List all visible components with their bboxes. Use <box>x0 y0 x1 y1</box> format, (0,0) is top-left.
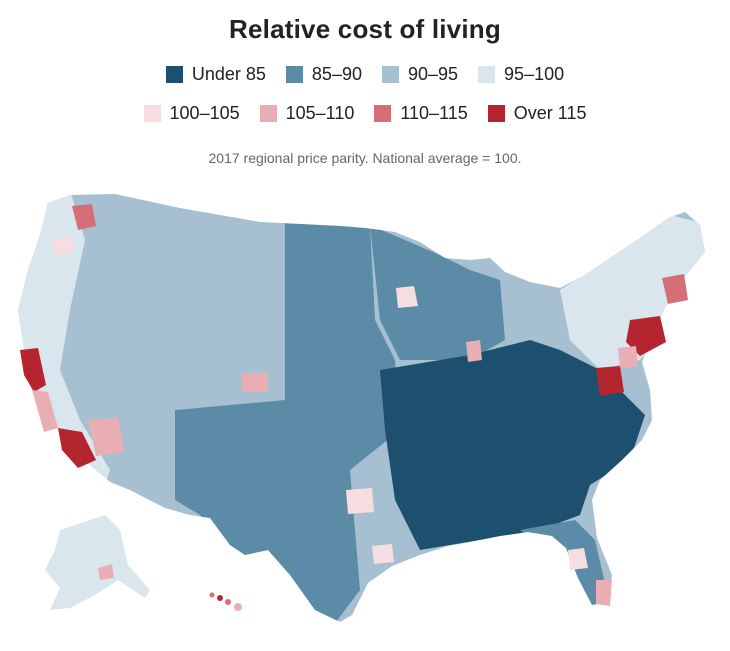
metro-chicago <box>466 340 482 362</box>
map-subtitle: 2017 regional price parity. National ave… <box>208 150 522 166</box>
legend-swatch-under-85 <box>165 66 183 83</box>
legend-label: 95–100 <box>504 64 565 84</box>
metro-sf-bay <box>20 348 46 392</box>
region-northeast <box>560 215 705 370</box>
hawaii-island-3 <box>225 599 231 605</box>
legend-item-over-115: Over 115 <box>487 103 587 124</box>
metro-denver <box>242 373 268 392</box>
hawaii-island-4 <box>234 603 242 611</box>
metro-los-angeles <box>58 428 96 468</box>
legend-item-110-115: 110–115 <box>374 103 468 124</box>
metro-minneapolis <box>396 286 418 308</box>
metro-washington-dc <box>596 366 624 396</box>
hawaii <box>209 592 242 611</box>
metro-las-vegas <box>88 418 124 456</box>
legend-label: 90–95 <box>407 64 459 84</box>
legend-item-85-90: 85–90 <box>285 64 362 85</box>
high-cost-metros <box>20 204 688 606</box>
legend-swatch-110-115 <box>374 105 392 122</box>
legend-label: 105–110 <box>285 103 355 123</box>
legend-label: 100–105 <box>169 103 240 123</box>
legend-swatch-95-100 <box>478 66 496 83</box>
metro-miami <box>596 580 612 606</box>
metro-seattle <box>72 204 96 230</box>
alaska-outline <box>45 515 150 610</box>
alaska <box>45 515 150 610</box>
legend-swatch-90-95 <box>381 66 399 83</box>
legend-label: Over 115 <box>513 103 587 123</box>
metro-philadelphia <box>618 346 638 368</box>
region-mountain-west <box>85 210 285 470</box>
legend-item-100-105: 100–105 <box>143 103 240 124</box>
legend-swatch-over-115 <box>487 105 505 122</box>
legend-swatch-100-105 <box>143 105 161 122</box>
metro-houston <box>372 544 394 564</box>
region-upper-midwest <box>370 225 505 360</box>
lower-48-states <box>18 194 705 622</box>
legend-swatch-85-90 <box>285 66 303 83</box>
legend-item-90-95: 90–95 <box>381 64 459 85</box>
legend-label: Under 85 <box>191 64 266 84</box>
legend-item-under-85: Under 85 <box>165 64 266 85</box>
legend-label: 110–115 <box>400 103 468 123</box>
map-title: Relative cost of living <box>229 14 501 44</box>
legend-item-95-100: 95–100 <box>478 64 564 85</box>
legend-label: 85–90 <box>311 64 362 84</box>
us-choropleth-map <box>18 194 705 622</box>
metro-portland <box>52 236 74 256</box>
metro-central-california <box>32 390 58 432</box>
hawaii-island-2 <box>217 595 223 601</box>
alaska-anchorage <box>98 564 114 580</box>
metro-boston <box>662 274 688 304</box>
legend-row-2: 100–105 105–110 110–115 Over 115 <box>0 103 730 124</box>
region-southeast <box>380 340 645 550</box>
legend-swatch-105-110 <box>259 105 277 122</box>
legend-item-105-110: 105–110 <box>259 103 355 124</box>
metro-dallas <box>346 488 374 514</box>
metro-florida-gulf <box>568 548 588 570</box>
region-southwest <box>175 400 360 622</box>
legend-row-1: Under 85 85–90 90–95 95–100 <box>0 64 730 85</box>
hawaii-island-1 <box>209 592 215 598</box>
